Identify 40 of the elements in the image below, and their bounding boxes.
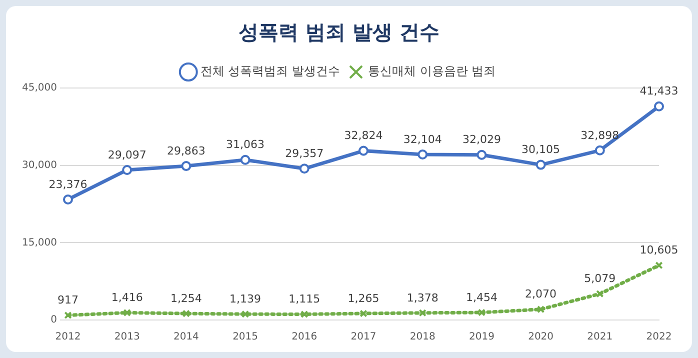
data-label: 32,104 [403, 132, 442, 146]
data-label: 1,139 [230, 292, 262, 306]
data-label: 23,376 [48, 178, 88, 191]
data-label: 30,105 [522, 143, 560, 156]
y-tick-label: 15,000 [22, 237, 57, 248]
data-label: 5,079 [584, 272, 616, 286]
data-label: 1,115 [288, 292, 320, 306]
x-tick-label: 2018 [410, 332, 436, 343]
x-tick-label: 2022 [646, 332, 672, 343]
legend-label: 통신매체 이용음란 범죄 [368, 64, 496, 78]
x-tick-label: 2019 [468, 332, 494, 343]
chart-title: 성폭력 범죄 발생 건수 [238, 20, 440, 44]
data-label: 1,265 [348, 292, 380, 305]
data-label: 10,605 [640, 244, 678, 257]
y-tick-label: 30,000 [22, 160, 57, 171]
data-label: 917 [57, 294, 78, 307]
data-label: 29,097 [108, 148, 146, 162]
data-label: 31,063 [226, 138, 265, 152]
data-label: 32,029 [462, 133, 501, 146]
y-tick-label: 45,000 [22, 82, 57, 94]
x-tick-label: 2015 [232, 332, 258, 343]
legend-label: 전체 성폭력범죄 발생건수 [200, 64, 340, 78]
x-tick-label: 2013 [114, 332, 140, 343]
data-label: 1,378 [406, 291, 438, 304]
data-label: 41,433 [640, 84, 678, 98]
data-label: 29,357 [285, 147, 324, 160]
data-label: 29,863 [166, 144, 206, 158]
data-label: 32,824 [344, 129, 383, 142]
y-tick-label: 0 [50, 314, 57, 326]
x-tick-label: 2016 [292, 332, 318, 343]
x-tick-label: 2021 [587, 332, 613, 343]
x-tick-label: 2020 [528, 332, 554, 343]
x-tick-label: 2012 [55, 332, 81, 343]
data-label: 1,254 [170, 292, 202, 305]
data-label: 32,898 [580, 128, 620, 142]
x-tick-label: 2017 [350, 332, 376, 343]
x-tick-label: 2014 [173, 332, 199, 343]
data-label: 1,416 [111, 291, 143, 304]
data-label: 1,454 [466, 290, 498, 304]
data-label: 2,070 [525, 288, 557, 301]
